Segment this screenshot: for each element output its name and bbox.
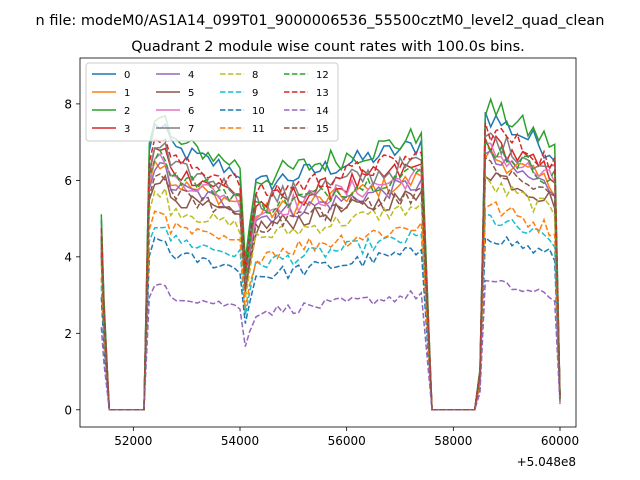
legend-label-15: 15	[316, 124, 329, 135]
series-line-11	[100, 200, 561, 411]
legend-label-1: 1	[124, 88, 130, 99]
legend-label-0: 0	[124, 70, 130, 81]
series-line-7	[100, 132, 561, 411]
legend-label-2: 2	[124, 106, 130, 117]
legend-label-4: 4	[188, 70, 194, 81]
series-line-6	[100, 142, 561, 411]
legend-label-14: 14	[316, 106, 329, 117]
legend-label-7: 7	[188, 124, 194, 135]
series-layer	[100, 96, 561, 411]
x-tick-label: 58000	[434, 434, 472, 448]
legend-label-11: 11	[252, 124, 265, 135]
series-line-3	[100, 134, 561, 411]
y-tick-label: 2	[64, 327, 72, 341]
series-line-12	[100, 140, 561, 411]
x-tick-label: 56000	[328, 434, 366, 448]
y-tick-label: 6	[64, 174, 72, 188]
y-tick-label: 4	[64, 250, 72, 264]
series-line-10	[100, 235, 561, 411]
y-axis: 0 2 4 6 8	[64, 97, 80, 417]
series-line-8	[100, 173, 561, 411]
legend-label-8: 8	[252, 70, 258, 81]
figure-suptitle: n file: modeM0/AS1A14_099T01_9000006536_…	[36, 13, 605, 29]
series-line-9	[100, 212, 561, 411]
series-line-15	[100, 156, 561, 411]
legend-label-12: 12	[316, 70, 329, 81]
y-tick-label: 0	[64, 403, 72, 417]
x-tick-label: 54000	[221, 434, 259, 448]
x-tick-label: 52000	[114, 434, 152, 448]
series-line-2	[100, 96, 561, 411]
series-line-5	[100, 172, 561, 411]
plot-area-frame	[79, 57, 577, 428]
x-axis: 52000 54000 56000 58000 60000	[114, 427, 579, 448]
y-tick-label: 8	[64, 97, 72, 111]
x-axis-offset-label: +5.048e8	[517, 455, 576, 469]
series-line-4	[100, 149, 561, 411]
legend-frame	[85, 62, 339, 142]
legend-label-3: 3	[124, 124, 130, 135]
legend-label-5: 5	[188, 88, 194, 99]
legend-label-9: 9	[252, 88, 258, 99]
chart-title: Quadrant 2 module wise count rates with …	[131, 39, 525, 55]
legend-label-6: 6	[188, 106, 194, 117]
x-tick-label: 60000	[541, 434, 579, 448]
legend-label-10: 10	[252, 106, 265, 117]
series-line-0	[100, 111, 561, 411]
legend-label-13: 13	[316, 88, 329, 99]
series-line-14	[100, 279, 561, 411]
